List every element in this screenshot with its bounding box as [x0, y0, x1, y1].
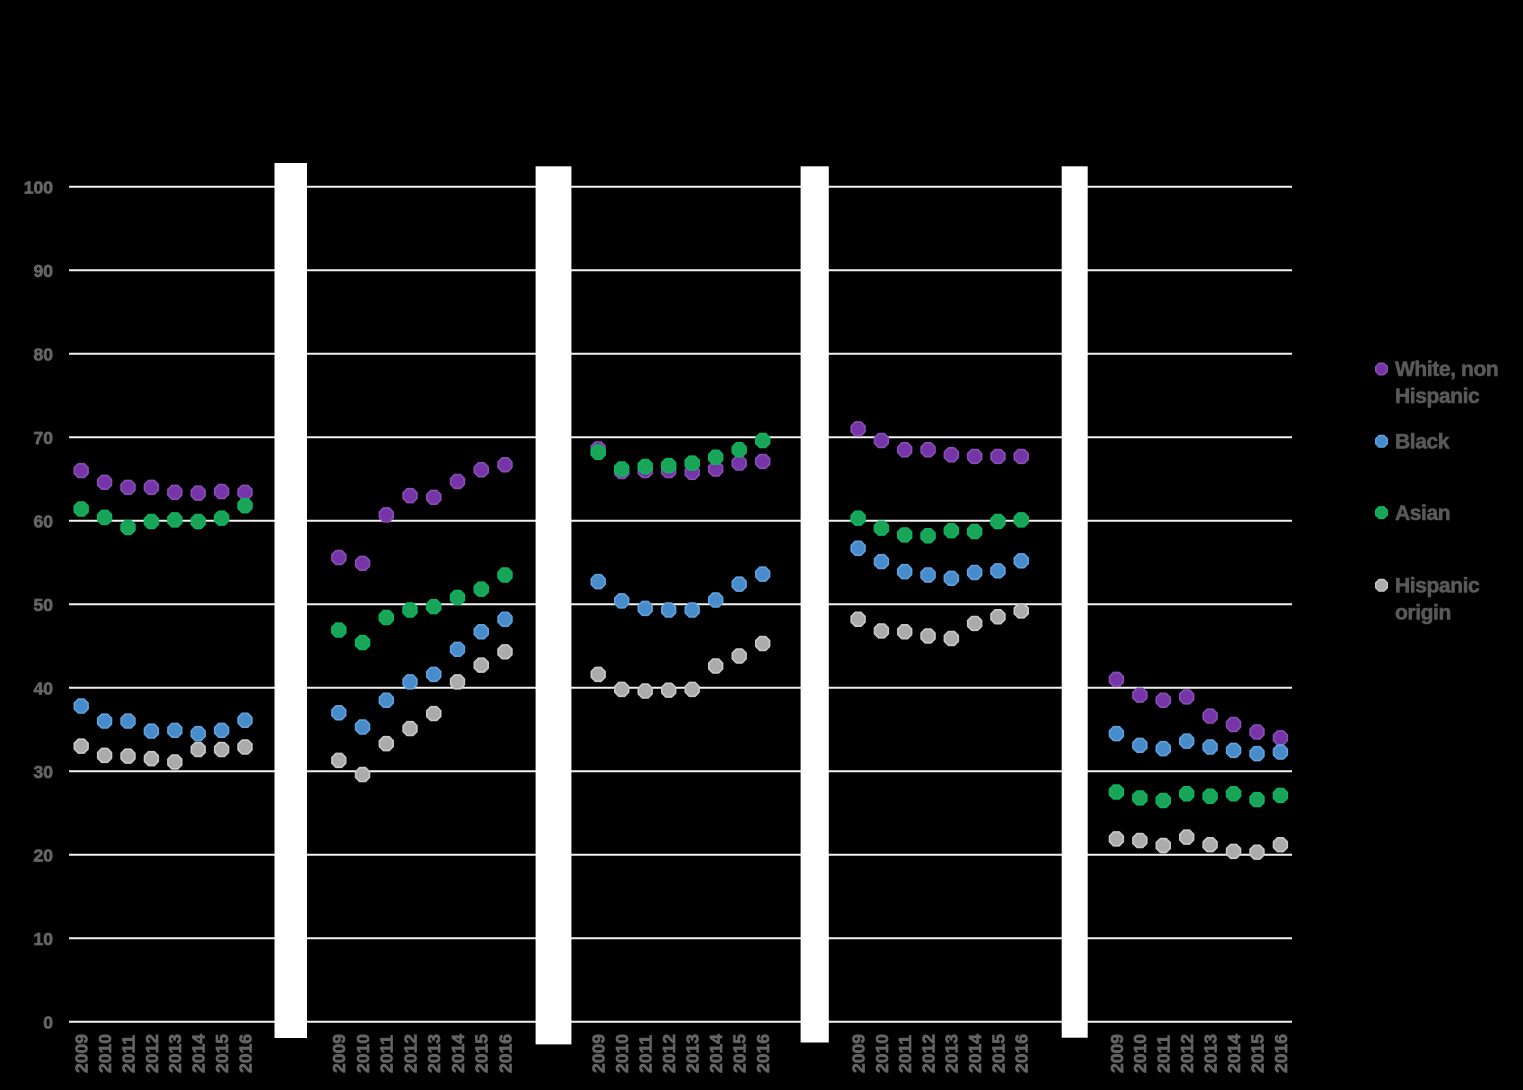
svg-text:2014: 2014 [448, 1034, 468, 1073]
svg-text:2010: 2010 [612, 1034, 632, 1073]
svg-text:2013: 2013 [683, 1034, 703, 1073]
svg-text:10: 10 [34, 929, 54, 949]
svg-text:2012: 2012 [918, 1034, 938, 1073]
svg-text:2014: 2014 [1224, 1034, 1244, 1073]
svg-text:2016: 2016 [1012, 1034, 1032, 1073]
svg-text:30: 30 [34, 762, 54, 782]
svg-text:2013: 2013 [424, 1034, 444, 1073]
svg-text:Hispanic: Hispanic [1395, 385, 1480, 408]
svg-text:2016: 2016 [1271, 1034, 1291, 1073]
svg-text:2012: 2012 [1177, 1034, 1197, 1073]
svg-text:2009: 2009 [849, 1034, 869, 1073]
svg-text:0: 0 [43, 1013, 53, 1033]
svg-text:2016: 2016 [495, 1034, 515, 1073]
svg-text:2010: 2010 [95, 1034, 115, 1073]
svg-text:2013: 2013 [942, 1034, 962, 1073]
svg-text:2009: 2009 [589, 1034, 609, 1073]
svg-text:70: 70 [34, 428, 54, 448]
svg-text:2012: 2012 [659, 1034, 679, 1073]
svg-text:60: 60 [34, 512, 54, 532]
svg-text:2012: 2012 [142, 1034, 162, 1073]
svg-text:2013: 2013 [165, 1034, 185, 1073]
svg-text:2011: 2011 [377, 1035, 397, 1073]
svg-text:2016: 2016 [235, 1034, 255, 1073]
svg-text:White, non: White, non [1395, 358, 1498, 381]
svg-text:2014: 2014 [965, 1034, 985, 1073]
svg-text:2010: 2010 [1130, 1034, 1150, 1073]
svg-text:2010: 2010 [872, 1034, 892, 1073]
svg-text:2011: 2011 [1154, 1035, 1174, 1073]
svg-text:2015: 2015 [212, 1034, 232, 1073]
svg-text:2012: 2012 [400, 1034, 420, 1073]
svg-text:80: 80 [34, 345, 54, 365]
svg-text:2011: 2011 [636, 1035, 656, 1073]
svg-text:origin: origin [1395, 602, 1451, 625]
svg-text:20: 20 [34, 846, 54, 866]
svg-text:90: 90 [34, 261, 54, 281]
svg-text:2015: 2015 [988, 1034, 1008, 1073]
svg-text:40: 40 [34, 679, 54, 699]
svg-text:2015: 2015 [1247, 1034, 1267, 1073]
svg-text:2015: 2015 [730, 1034, 750, 1073]
svg-text:100: 100 [24, 178, 53, 198]
svg-text:2009: 2009 [72, 1034, 92, 1073]
svg-text:2015: 2015 [472, 1034, 492, 1073]
svg-text:2014: 2014 [189, 1034, 209, 1073]
svg-text:2014: 2014 [706, 1034, 726, 1073]
svg-text:2010: 2010 [353, 1034, 373, 1073]
svg-text:2009: 2009 [329, 1034, 349, 1073]
svg-text:50: 50 [34, 595, 54, 615]
svg-text:Asian: Asian [1395, 502, 1450, 525]
svg-text:2011: 2011 [118, 1035, 138, 1073]
svg-text:Hispanic: Hispanic [1395, 575, 1480, 598]
svg-text:2013: 2013 [1201, 1034, 1221, 1073]
svg-text:2009: 2009 [1107, 1034, 1127, 1073]
svg-text:2016: 2016 [753, 1034, 773, 1073]
svg-text:Black: Black [1395, 431, 1450, 454]
svg-text:2011: 2011 [895, 1035, 915, 1073]
